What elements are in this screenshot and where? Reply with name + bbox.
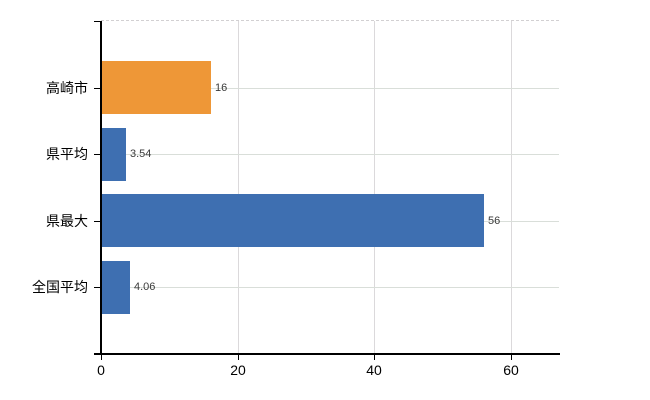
y-axis-tick: [94, 221, 101, 222]
x-axis-line: [94, 353, 560, 355]
bar: [102, 261, 130, 314]
category-label: 県平均: [46, 146, 88, 162]
category-gridline: [101, 287, 559, 288]
value-label: 56: [488, 215, 501, 227]
category-label: 高崎市: [46, 80, 88, 96]
x-gridline: [511, 21, 512, 354]
x-tick-label: 20: [230, 362, 246, 378]
x-gridline: [374, 21, 375, 354]
y-axis-tick: [94, 287, 101, 288]
value-label: 4.06: [134, 281, 156, 293]
y-axis-tick: [94, 88, 101, 89]
value-label: 3.54: [130, 148, 152, 160]
value-label: 16: [215, 82, 228, 94]
y-axis-top-tick: [94, 21, 101, 22]
bar: [102, 128, 126, 181]
x-tick-label: 60: [503, 362, 519, 378]
x-axis-tick: [238, 354, 239, 360]
bar: [102, 194, 484, 247]
bar: [102, 61, 211, 114]
x-tick-label: 0: [97, 362, 105, 378]
y-axis-tick: [94, 154, 101, 155]
x-axis-tick: [101, 354, 102, 360]
x-gridline: [238, 21, 239, 354]
x-axis-tick: [511, 354, 512, 360]
plot-top-border: [101, 20, 559, 21]
category-gridline: [101, 154, 559, 155]
category-label: 全国平均: [32, 279, 88, 295]
x-tick-label: 40: [366, 362, 382, 378]
category-label: 県最大: [46, 213, 88, 229]
category-gridline: [101, 88, 559, 89]
y-axis-line: [100, 21, 102, 354]
x-axis-tick: [374, 354, 375, 360]
